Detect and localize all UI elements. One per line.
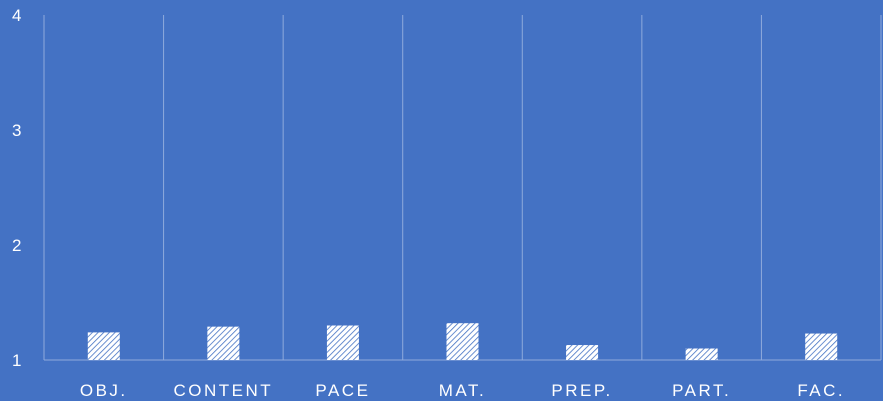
x-tick-label: OBJ. xyxy=(80,381,128,400)
bar-content xyxy=(207,327,239,360)
x-tick-label: MAT. xyxy=(439,381,486,400)
bar-pace xyxy=(327,326,359,361)
bar-obj xyxy=(88,332,120,360)
x-tick-label: PACE xyxy=(315,381,370,400)
gridlines xyxy=(44,15,881,360)
x-tick-label: PART. xyxy=(672,381,731,400)
bar-fac xyxy=(805,334,837,360)
x-axis-labels: OBJ. CONTENT PACE MAT. PREP. PART. FAC. xyxy=(80,381,845,400)
y-tick-label: 1 xyxy=(12,351,21,370)
x-tick-label: FAC. xyxy=(797,381,845,400)
y-tick-label: 2 xyxy=(12,236,21,255)
x-tick-label: CONTENT xyxy=(174,381,274,400)
x-tick-label: PREP. xyxy=(551,381,612,400)
y-tick-label: 3 xyxy=(12,121,21,140)
bars xyxy=(88,323,837,360)
bar-prep xyxy=(566,345,598,360)
y-tick-label: 4 xyxy=(12,6,21,25)
y-axis-ticks: 1 2 3 4 xyxy=(12,6,21,370)
bar-mat xyxy=(447,323,479,360)
bar-part xyxy=(686,349,718,361)
